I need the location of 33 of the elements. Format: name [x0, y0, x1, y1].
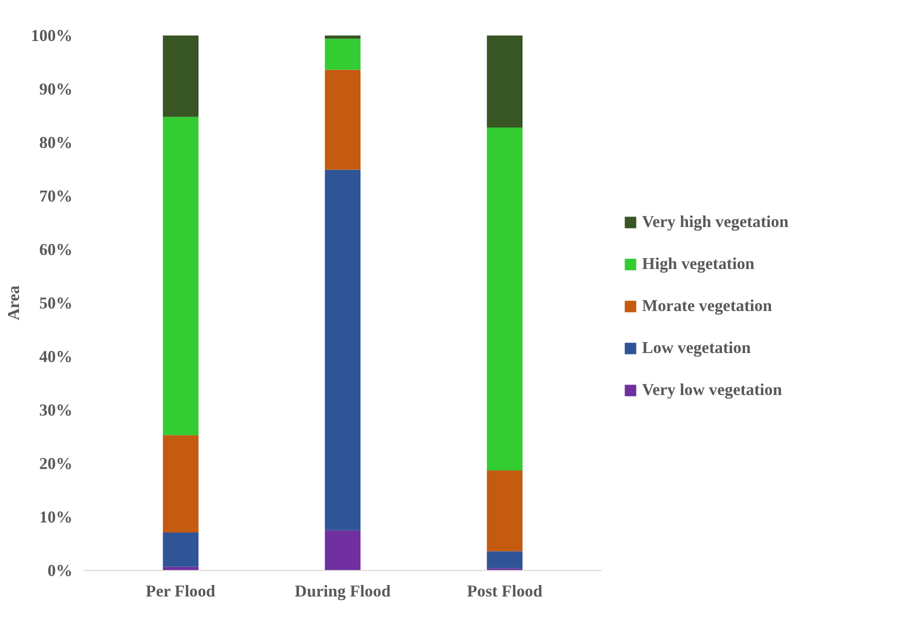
- x-tick-label: Per Flood: [146, 582, 216, 600]
- y-tick-label: 10%: [39, 508, 72, 526]
- x-tick-label: During Flood: [294, 582, 392, 600]
- y-tick-label: 20%: [39, 454, 72, 473]
- bar: [324, 36, 361, 39]
- bar: [324, 530, 361, 570]
- y-tick-label: 0%: [48, 561, 72, 580]
- bar: [324, 170, 361, 530]
- y-axis-title: Area: [4, 284, 23, 320]
- y-tick-label: 30%: [39, 400, 72, 420]
- legend-label: Very low vegetation: [642, 380, 782, 400]
- y-tick-label: 80%: [39, 133, 72, 152]
- bar: [162, 36, 199, 117]
- bar: [486, 470, 523, 552]
- legend-label: Morate vegetation: [642, 296, 772, 316]
- bar: [324, 70, 361, 170]
- bar: [162, 435, 199, 533]
- bar: [486, 36, 523, 128]
- y-tick-label: 60%: [39, 240, 72, 259]
- bar: [486, 551, 523, 568]
- bar: [162, 532, 199, 567]
- legend-label: Low vegetation: [642, 338, 751, 358]
- legend-label: High vegetation: [642, 254, 754, 274]
- legend-label: Very high vegetation: [642, 212, 789, 232]
- y-tick-label: 50%: [39, 294, 72, 312]
- y-tick-label: 40%: [39, 347, 72, 366]
- y-tick-label: 70%: [39, 186, 72, 206]
- bar: [486, 128, 523, 470]
- bar: [324, 38, 361, 70]
- y-tick-label: 90%: [39, 80, 72, 98]
- bar: [162, 116, 199, 436]
- x-tick-label: Post Flood: [466, 582, 544, 600]
- y-tick-label: 100%: [30, 26, 72, 45]
